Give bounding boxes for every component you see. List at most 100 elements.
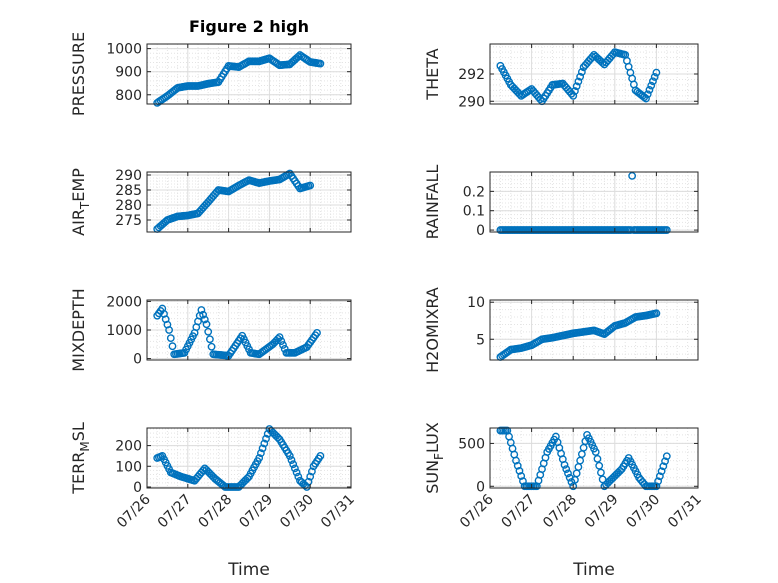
- subplot-rainfall: 0 0.1 0.2 RAINFALL: [423, 165, 699, 240]
- y-tick-label: 10: [467, 295, 485, 311]
- chart-title: Figure 2 high: [189, 17, 309, 36]
- y-axis-label: PRESSURE: [69, 32, 88, 116]
- y-axis-label: AIRTEMP: [69, 168, 92, 236]
- subplot-mixdepth: 0 1000 2000 MIXDEPTH: [69, 288, 352, 372]
- y-tick-label: 5: [476, 332, 485, 348]
- y-tick-label: 0: [133, 480, 142, 496]
- y-tick-label: 500: [458, 436, 485, 452]
- series-markers: [496, 48, 661, 106]
- x-tick-label: 07/29: [236, 492, 276, 532]
- axes-box: [146, 43, 352, 105]
- data-point: [512, 456, 520, 465]
- data-point: [536, 95, 545, 104]
- y-tick-label: 2000: [106, 294, 142, 310]
- data-point: [316, 452, 325, 460]
- data-point: [654, 477, 663, 486]
- y-tick-label: 290: [458, 94, 485, 110]
- y-tick-label: 900: [115, 65, 142, 81]
- x-tick-label: 07/27: [155, 492, 195, 532]
- series-markers: [153, 169, 315, 233]
- data-point: [294, 52, 303, 61]
- y-tick-label: 290: [115, 168, 142, 184]
- subplot-theta: 290 292 THETA: [423, 43, 699, 110]
- y-tick-label: 0.1: [463, 204, 485, 220]
- series-markers: [496, 309, 661, 361]
- subplot-sun-flux: 0 500 07/26 07/27 07/28 07/29 07/30 07/31 Time SU…: [423, 422, 705, 580]
- data-point: [574, 77, 583, 86]
- data-point: [307, 467, 316, 476]
- data-point: [562, 465, 571, 474]
- data-point: [316, 59, 325, 68]
- y-tick-label: 0: [476, 223, 485, 239]
- data-point: [306, 472, 315, 481]
- axes-box: [146, 427, 352, 489]
- data-point: [593, 454, 602, 463]
- x-tick-label: 07/26: [457, 491, 497, 531]
- data-point: [289, 460, 298, 469]
- data-point: [588, 53, 597, 61]
- series-markers: [153, 425, 325, 491]
- y-tick-label: 800: [115, 88, 142, 104]
- data-point: [199, 466, 208, 475]
- data-point: [649, 77, 657, 86]
- data-point: [313, 328, 321, 337]
- data-point: [290, 464, 299, 473]
- data-point: [645, 86, 654, 94]
- data-point: [204, 327, 213, 336]
- x-tick-label: 07/30: [277, 492, 317, 532]
- data-point: [560, 460, 569, 469]
- data-point: [199, 310, 208, 319]
- data-point: [597, 468, 605, 477]
- data-point: [659, 462, 668, 471]
- grid: [489, 171, 699, 232]
- data-point: [564, 469, 572, 478]
- data-point: [256, 449, 265, 458]
- y-axis-label: MIXDEPTH: [69, 288, 88, 371]
- data-point: [571, 87, 579, 95]
- data-point: [628, 171, 637, 180]
- data-point: [643, 90, 652, 99]
- data-point: [258, 444, 267, 453]
- y-tick-label: 100: [115, 459, 142, 475]
- data-point: [642, 94, 650, 103]
- data-point: [517, 472, 526, 480]
- data-point: [277, 337, 286, 345]
- y-tick-label: 285: [115, 183, 142, 199]
- axes-box: [146, 171, 352, 233]
- data-point: [275, 333, 284, 342]
- data-point: [285, 452, 294, 460]
- data-point: [598, 475, 607, 484]
- y-tick-label: 1000: [106, 42, 142, 58]
- data-point: [255, 454, 264, 462]
- data-point: [652, 482, 661, 491]
- data-point: [279, 341, 287, 349]
- axes-box: [489, 299, 699, 361]
- x-tick-label: 07/29: [582, 492, 622, 532]
- data-point: [569, 91, 578, 100]
- x-tick-label: 07/31: [318, 492, 358, 532]
- data-point: [262, 434, 270, 443]
- x-tick-label: 07/28: [540, 492, 580, 532]
- y-axis-label: SUNFLUX: [423, 422, 446, 494]
- data-point: [304, 477, 313, 486]
- data-point: [200, 315, 209, 324]
- data-point: [515, 90, 524, 98]
- x-axis-label: Time: [572, 560, 615, 580]
- y-axis-label: H2OMIXRA: [423, 287, 442, 373]
- data-point: [294, 472, 303, 481]
- data-point: [652, 68, 661, 77]
- data-point: [650, 73, 659, 81]
- data-point: [572, 82, 581, 91]
- data-point: [662, 452, 671, 461]
- y-axis-label: RAINFALL: [423, 165, 442, 240]
- y-axis-label: TERRMSL: [69, 422, 92, 495]
- data-point: [306, 181, 315, 190]
- x-tick-label: 07/28: [196, 492, 236, 532]
- x-tick-label: 07/27: [499, 492, 539, 532]
- data-point: [202, 320, 211, 329]
- data-point: [165, 326, 174, 334]
- data-point: [652, 309, 661, 318]
- data-point: [205, 335, 214, 344]
